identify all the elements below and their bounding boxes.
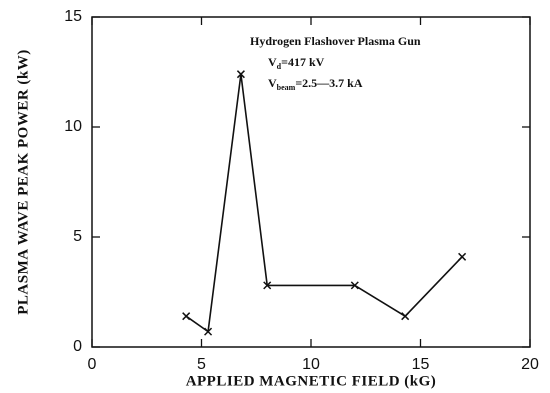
- point-marker: [401, 312, 410, 321]
- point-marker: [236, 70, 245, 79]
- annotation-text: Hydrogen Flashover Plasma Gun: [250, 34, 421, 48]
- y-tick-label: 0: [73, 338, 82, 355]
- annotation-text: V: [268, 55, 277, 69]
- annotation: Vd=417 kV: [268, 55, 325, 71]
- annotation-subscript: beam: [277, 83, 296, 92]
- y-tick-label: 15: [64, 8, 82, 25]
- x-axis-label: APPLIED MAGNETIC FIELD (kG): [186, 373, 437, 389]
- y-tick-label: 5: [73, 228, 82, 245]
- x-tick-label: 10: [302, 356, 320, 373]
- x-tick-label: 20: [521, 356, 539, 373]
- point-marker: [458, 252, 467, 261]
- point-marker: [350, 281, 359, 290]
- x-tick-label: 5: [197, 356, 206, 373]
- point-marker: [204, 327, 213, 336]
- point-marker: [263, 281, 272, 290]
- annotation-text: V: [268, 76, 277, 90]
- annotation: Vbeam=2.5—3.7 kA: [268, 76, 363, 92]
- y-tick-label: 10: [64, 118, 82, 135]
- x-tick-label: 0: [88, 356, 97, 373]
- annotation-text: =2.5—3.7 kA: [295, 76, 363, 90]
- annotation-text: =417 kV: [281, 55, 325, 69]
- x-tick-label: 15: [412, 356, 430, 373]
- y-axis-label: PLASMA WAVE PEAK POWER (kW): [15, 49, 31, 314]
- line: [185, 74, 463, 334]
- point-marker: [182, 312, 191, 321]
- annotation: Hydrogen Flashover Plasma Gun: [250, 34, 421, 48]
- annotation-subscript: d: [277, 62, 282, 71]
